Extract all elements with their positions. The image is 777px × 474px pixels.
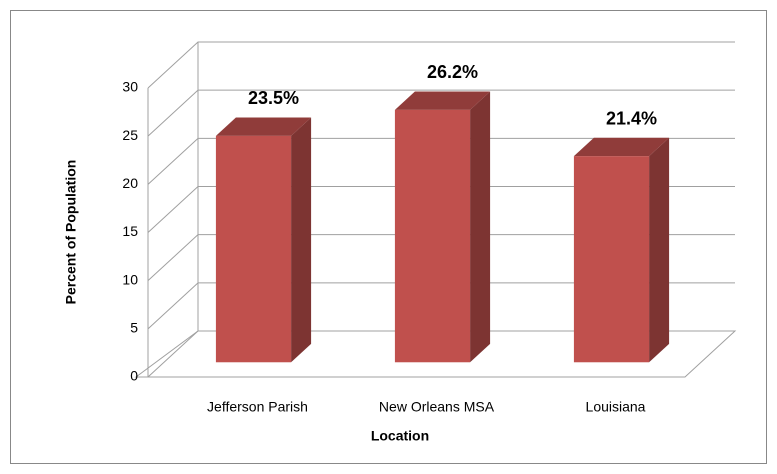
- bar-top: [394, 91, 491, 110]
- x-tick-label: New Orleans MSA: [379, 399, 495, 415]
- bar: [215, 135, 292, 363]
- bar-top: [215, 117, 312, 136]
- bar-side: [470, 91, 491, 363]
- data-label: 26.2%: [427, 62, 478, 82]
- bar: [573, 156, 650, 363]
- x-axis-title: Location: [371, 428, 429, 444]
- bar-side: [649, 137, 670, 363]
- y-tick-label: 0: [130, 368, 138, 384]
- x-tick-label: Jefferson Parish: [207, 399, 308, 415]
- y-tick-label: 25: [122, 127, 138, 143]
- y-tick-label: 15: [122, 223, 138, 239]
- y-tick-label: 30: [122, 79, 138, 95]
- data-label: 21.4%: [606, 108, 657, 128]
- y-tick-label: 20: [122, 175, 138, 191]
- y-tick-label: 10: [122, 271, 138, 287]
- x-tick-label: Louisiana: [586, 399, 646, 415]
- y-tick-label: 5: [130, 320, 138, 336]
- data-label: 23.5%: [248, 88, 299, 108]
- y-axis-title: Percent of Population: [63, 160, 79, 305]
- bar-side: [291, 117, 312, 363]
- bar: [394, 109, 471, 363]
- bar-top: [573, 137, 670, 157]
